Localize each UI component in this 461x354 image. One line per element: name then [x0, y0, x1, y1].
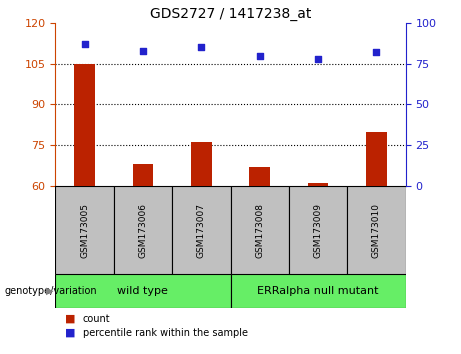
Bar	[230, 274, 406, 308]
Text: ERRalpha null mutant: ERRalpha null mutant	[257, 286, 379, 296]
Bar	[172, 186, 230, 274]
Bar	[55, 274, 230, 308]
Bar	[347, 186, 406, 274]
Text: percentile rank within the sample: percentile rank within the sample	[83, 328, 248, 338]
Text: GSM173008: GSM173008	[255, 202, 264, 258]
Point	[256, 53, 263, 58]
Point	[373, 50, 380, 55]
Bar	[114, 186, 172, 274]
Bar	[230, 186, 289, 274]
Text: GSM173007: GSM173007	[197, 202, 206, 258]
Text: GSM173010: GSM173010	[372, 202, 381, 258]
Text: wild type: wild type	[118, 286, 168, 296]
Bar	[308, 183, 328, 186]
Text: GSM173009: GSM173009	[313, 202, 323, 258]
Point	[139, 48, 147, 53]
Bar	[74, 64, 95, 186]
Bar	[191, 142, 212, 186]
Title: GDS2727 / 1417238_at: GDS2727 / 1417238_at	[150, 7, 311, 21]
Bar	[249, 167, 270, 186]
Bar	[133, 164, 153, 186]
Text: ■: ■	[65, 328, 75, 338]
Text: count: count	[83, 314, 111, 324]
Text: GSM173006: GSM173006	[138, 202, 148, 258]
Text: genotype/variation: genotype/variation	[5, 286, 97, 296]
Text: ▶: ▶	[46, 286, 53, 296]
Bar	[366, 132, 387, 186]
Text: GSM173005: GSM173005	[80, 202, 89, 258]
Point	[81, 41, 88, 47]
Bar	[55, 186, 114, 274]
Point	[198, 45, 205, 50]
Point	[314, 56, 322, 62]
Text: ■: ■	[65, 314, 75, 324]
Bar	[289, 186, 347, 274]
